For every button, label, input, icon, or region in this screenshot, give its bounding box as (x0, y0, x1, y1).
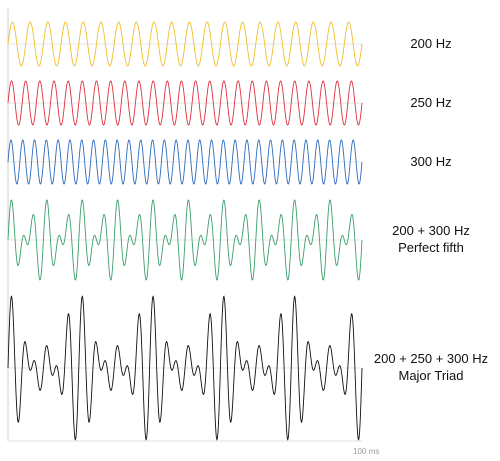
waveform-series-1 (7, 21, 363, 67)
waveform-series-5 (7, 295, 363, 441)
series-label-2: 250 Hz (362, 94, 500, 111)
series-label-line: 200 Hz (410, 36, 452, 51)
waveform-series-4 (7, 199, 363, 281)
waveform-series-3 (7, 139, 363, 185)
series-label-line: 250 Hz (410, 95, 452, 110)
series-label-3: 300 Hz (362, 153, 500, 170)
series-label-line: 200 + 250 + 300 Hz (373, 351, 489, 366)
waveform-series-2 (7, 80, 363, 126)
series-label-line: Perfect fifth (398, 240, 464, 255)
series-label-line: 300 Hz (410, 154, 452, 169)
series-label-line: Major Triad (398, 368, 464, 383)
time-scale-label: 100 ms (353, 447, 380, 456)
series-label-line: 200 + 300 Hz (392, 223, 470, 238)
series-label-5: 200 + 250 + 300 Hz Major Triad (362, 350, 500, 384)
series-label-1: 200 Hz (362, 35, 500, 52)
series-label-4: 200 + 300 Hz Perfect fifth (362, 222, 500, 256)
